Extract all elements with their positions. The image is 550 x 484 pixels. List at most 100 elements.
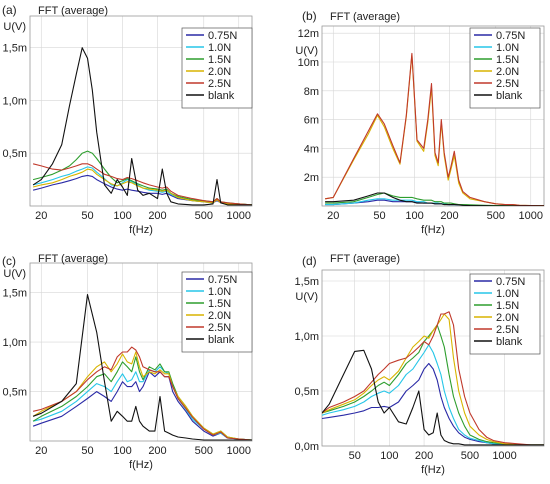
- y-axis-label: U(V): [3, 21, 26, 33]
- legend-entry: blank: [496, 336, 523, 348]
- series-line-1-0N: [322, 344, 544, 446]
- y-axis-label: U(V): [295, 45, 318, 57]
- y-tick-label: 2m: [304, 172, 319, 184]
- y-tick-label: 0,5m: [3, 387, 27, 399]
- x-tick-label: 500: [195, 445, 213, 457]
- x-tick-label: 1000: [227, 445, 251, 457]
- x-axis-label: f(Hz): [421, 224, 445, 236]
- series-line-blank: [32, 294, 252, 441]
- legend-entry: 1.0N: [496, 288, 519, 300]
- legend-entry: 1.0N: [496, 42, 519, 54]
- y-tick-label: 12m: [298, 28, 319, 40]
- series-line-2-5N: [325, 52, 544, 206]
- series-line-2-5N: [32, 163, 252, 206]
- y-tick-label: 1,5m: [295, 276, 319, 288]
- legend-entry: 2.0N: [496, 66, 519, 78]
- series-line-blank: [325, 192, 544, 206]
- panel-d: 50 100 200 500 1000 0,0m 0,5m 1,0m 1,5m U(V) f(Hz)…: [295, 253, 545, 476]
- x-tick-label: 200: [148, 445, 166, 457]
- x-axis-label: f(Hz): [129, 224, 153, 236]
- plot-area: [321, 25, 545, 207]
- legend-entry: 2.5N: [496, 78, 519, 90]
- y-tick-label: 1,0m: [3, 337, 27, 349]
- x-tick-label: 100: [405, 210, 423, 222]
- panel-c: 20 50 100 200 500 1000 0,5m 1,0m 1,5m U(V) f(Hz) (c…: [2, 253, 253, 471]
- y-tick-label: 0,0m: [295, 441, 319, 453]
- panel-a: 20 50 100 200 500 1000 0,5m 1,0m 1,5m U(V) f(Hz) (a…: [2, 3, 253, 236]
- legend-entry: blank: [496, 90, 523, 102]
- series-line-blank: [322, 349, 544, 446]
- series-line-2-5N: [322, 311, 544, 446]
- y-axis-label: U(V): [3, 268, 26, 280]
- panel-label: (b): [302, 9, 317, 23]
- series-line-blank: [32, 47, 252, 206]
- legend-entry: 1.5N: [496, 54, 519, 66]
- legend-entry: 0.75N: [496, 276, 525, 288]
- y-tick-label: 1,0m: [295, 331, 319, 343]
- legend-entry: 2.5N: [208, 322, 231, 334]
- series-line-2-5N: [32, 346, 252, 441]
- series-line-2-0N: [322, 313, 544, 446]
- panel-label: (c): [2, 254, 16, 268]
- legend-entry: 2.0N: [208, 310, 231, 322]
- plot-area: [29, 15, 253, 207]
- x-tick-label: 20: [327, 210, 339, 222]
- legend-entry: 2.5N: [208, 78, 231, 90]
- x-tick-label: 200: [415, 450, 433, 462]
- x-tick-label: 50: [349, 450, 361, 462]
- y-tick-label: 1,5m: [3, 288, 27, 300]
- x-tick-label: 1000: [227, 210, 251, 222]
- x-tick-label: 100: [113, 210, 131, 222]
- x-tick-label: 500: [195, 210, 213, 222]
- y-tick-label: 8m: [304, 86, 319, 98]
- x-tick-label: 100: [380, 450, 398, 462]
- legend-entry: 1.5N: [496, 300, 519, 312]
- x-tick-label: 1000: [519, 210, 543, 222]
- legend-entry: 0.75N: [208, 274, 237, 286]
- legend-entry: 2.0N: [496, 312, 519, 324]
- x-tick-label: 50: [81, 445, 93, 457]
- legend-entry: 2.0N: [208, 66, 231, 78]
- x-tick-label: 20: [35, 445, 47, 457]
- chart-title: FFT (average): [330, 253, 400, 265]
- chart-title: FFT (average): [38, 5, 108, 17]
- x-tick-label: 200: [440, 210, 458, 222]
- legend-entry: 0.75N: [496, 30, 525, 42]
- y-tick-label: 6m: [304, 115, 319, 127]
- panel-label: (a): [2, 3, 17, 17]
- x-tick-label: 500: [487, 210, 505, 222]
- legend-entry: 1.0N: [208, 286, 231, 298]
- chart-title: FFT (average): [38, 253, 108, 265]
- plot-area: [321, 269, 545, 447]
- legend-entry: blank: [208, 90, 235, 102]
- x-tick-label: 50: [373, 210, 385, 222]
- legend-entry: 1.5N: [208, 54, 231, 66]
- y-tick-label: 10m: [298, 57, 319, 69]
- x-tick-label: 1000: [492, 450, 516, 462]
- x-tick-label: 200: [148, 210, 166, 222]
- legend-entry: 0.75N: [208, 30, 237, 42]
- panel-label: (d): [302, 254, 317, 268]
- legend-entry: 1.0N: [208, 42, 231, 54]
- y-tick-label: 0,5m: [295, 386, 319, 398]
- x-axis-label: f(Hz): [421, 464, 445, 476]
- series-line-2-0N: [32, 351, 252, 441]
- y-tick-label: 0,5m: [3, 148, 27, 160]
- x-tick-label: 100: [113, 445, 131, 457]
- panel-b: 20 50 100 200 500 1000 2m 4m 6m 8m 10m 12m U(V) f(Hz)…: [295, 9, 545, 236]
- y-tick-label: 1,0m: [3, 95, 27, 107]
- legend-entry: 1.5N: [208, 298, 231, 310]
- x-tick-label: 20: [35, 210, 47, 222]
- x-axis-label: f(Hz): [129, 459, 153, 471]
- x-tick-label: 500: [461, 450, 479, 462]
- x-tick-label: 50: [81, 210, 93, 222]
- series-line-2-0N: [32, 168, 252, 206]
- legend-entry: blank: [208, 334, 235, 346]
- series-line-0-75N: [32, 371, 252, 441]
- chart-title: FFT (average): [330, 11, 400, 23]
- y-tick-label: 1,5m: [3, 43, 27, 55]
